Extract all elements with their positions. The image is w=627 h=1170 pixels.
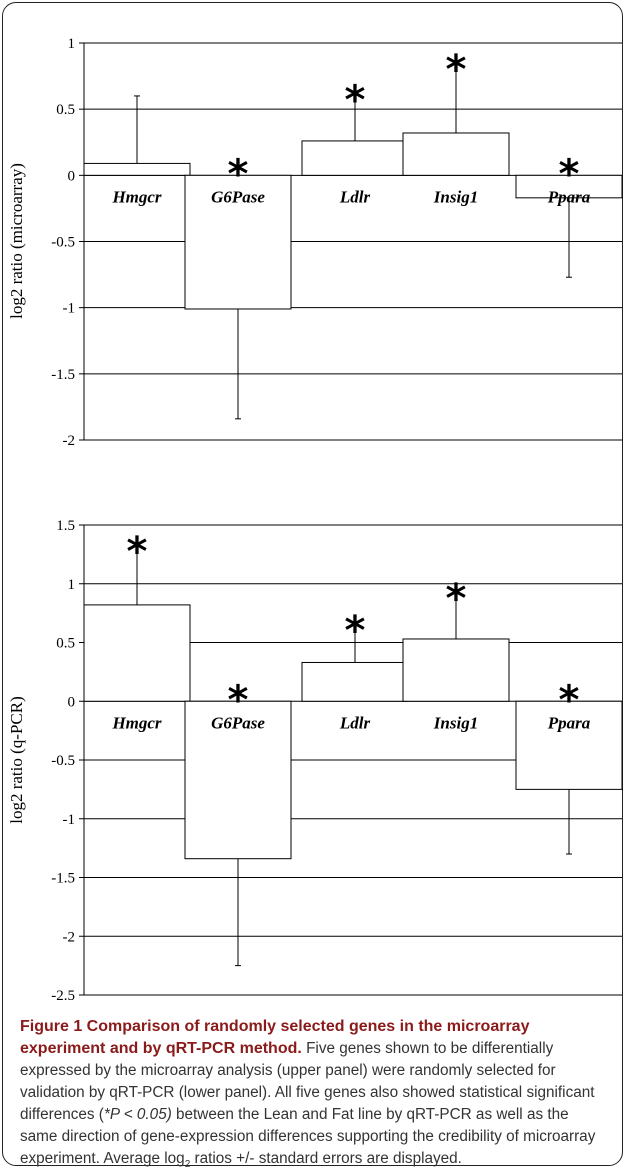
y-tick-label: -1 <box>63 301 76 317</box>
y-tick-label: 0 <box>68 168 76 184</box>
caption-pvalue: *P < 0.05) <box>103 1106 172 1123</box>
significance-star: * <box>559 677 580 723</box>
bar <box>515 174 623 199</box>
y-tick-label: -0.5 <box>51 753 75 769</box>
significance-star: * <box>559 151 580 197</box>
y-tick-label: -2.5 <box>51 988 75 1004</box>
y-tick-label: -0.5 <box>51 235 75 251</box>
category-label: Ldlr <box>339 187 371 206</box>
y-axis-label: log2 ratio (microarray) <box>7 163 26 319</box>
bar <box>184 174 292 310</box>
y-tick-label: 1 <box>68 577 76 593</box>
y-tick-label: -2 <box>63 929 76 945</box>
caption-subscript: 2 <box>184 1159 191 1170</box>
category-label: Insig1 <box>433 713 478 732</box>
significance-star: * <box>228 151 249 197</box>
significance-star: * <box>446 47 467 93</box>
category-label: Ppara <box>547 713 591 732</box>
significance-star: * <box>446 576 467 622</box>
significance-star: * <box>345 608 366 654</box>
bar <box>402 638 510 702</box>
category-label: Ldlr <box>339 713 371 732</box>
caption-text-1: Five genes shown to be differentially ex… <box>20 1040 595 1123</box>
y-tick-label: 1.5 <box>56 518 75 534</box>
y-tick-label: 0.5 <box>56 102 75 118</box>
significance-star: * <box>345 78 366 124</box>
y-tick-label: -2 <box>63 433 76 449</box>
caption-text-3: ratios +/- standard errors are displayed… <box>190 1150 462 1167</box>
bar <box>184 700 292 860</box>
bar <box>515 700 623 790</box>
bar <box>402 132 510 176</box>
y-axis-label: log2 ratio (q-PCR) <box>7 696 26 824</box>
significance-star: * <box>127 529 148 575</box>
y-tick-label: -1.5 <box>51 871 75 887</box>
bar <box>301 661 409 702</box>
category-label: Hmgcr <box>111 187 161 206</box>
bar <box>301 140 409 176</box>
y-tick-label: -1.5 <box>51 367 75 383</box>
category-label: Hmgcr <box>111 713 161 732</box>
category-label: Insig1 <box>433 187 478 206</box>
figure-charts: 1 0.5 0 -0.5 -1 -1.5 -2 log2 ratio (microarray)… <box>7 36 623 1004</box>
bar <box>83 604 191 702</box>
y-tick-label: -1 <box>63 812 76 828</box>
caption-text-2: between the Lean and Fat line by qRT-PCR… <box>20 1106 596 1167</box>
category-label: G6Pase <box>211 713 265 732</box>
caption-title-period: . <box>297 1040 302 1057</box>
y-tick-label: 0.5 <box>56 636 75 652</box>
category-label: G6Pase <box>211 187 265 206</box>
caption-title: Figure 1 Comparison of randomly selected… <box>20 1018 530 1057</box>
significance-star: * <box>228 677 249 723</box>
y-tick-label: 1 <box>68 36 76 52</box>
y-tick-label: 0 <box>68 694 76 710</box>
category-label: Ppara <box>547 187 591 206</box>
figure-caption: Figure 1 Comparison of randomly selected… <box>20 1016 610 1170</box>
bar <box>83 162 191 176</box>
